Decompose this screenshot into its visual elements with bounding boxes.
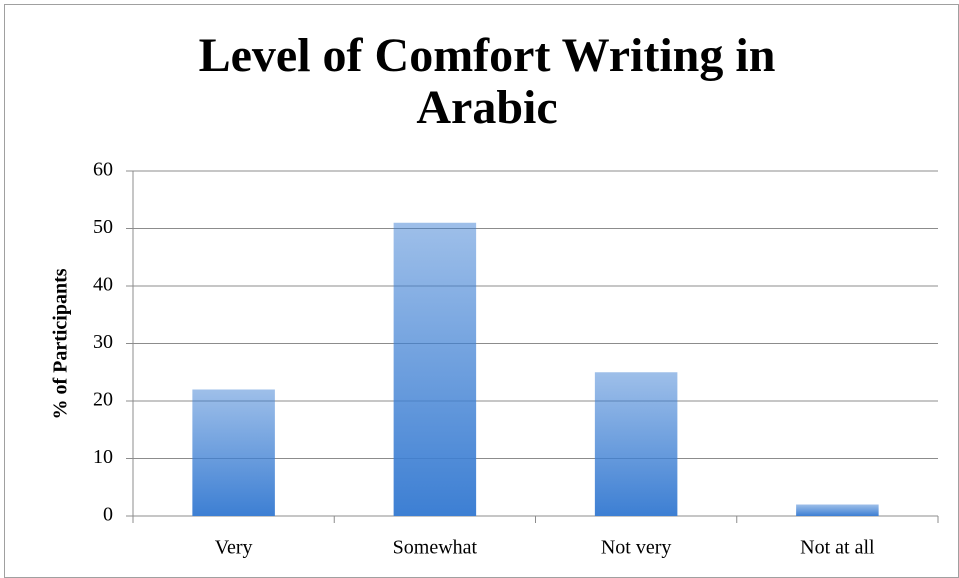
bar: [192, 389, 275, 516]
y-tick-label: 60: [93, 159, 113, 181]
chart-title: Level of Comfort Writing in Arabic: [198, 29, 776, 134]
x-tick-label: Not very: [601, 537, 672, 559]
x-tick-label: Somewhat: [393, 537, 478, 559]
y-axis-label: % of Participants: [50, 268, 72, 419]
x-tick-label: Not at all: [800, 537, 875, 559]
y-tick-label: 30: [93, 331, 113, 353]
y-tick-label: 20: [93, 389, 113, 411]
x-tick-label: Very: [215, 537, 253, 559]
bar: [393, 222, 477, 516]
bar: [594, 372, 678, 516]
y-tick-label: 10: [93, 446, 113, 468]
y-tick-label: 0: [103, 504, 113, 526]
y-tick-label: 40: [93, 274, 113, 296]
y-tick-label: 50: [93, 216, 113, 238]
bar: [796, 504, 879, 516]
